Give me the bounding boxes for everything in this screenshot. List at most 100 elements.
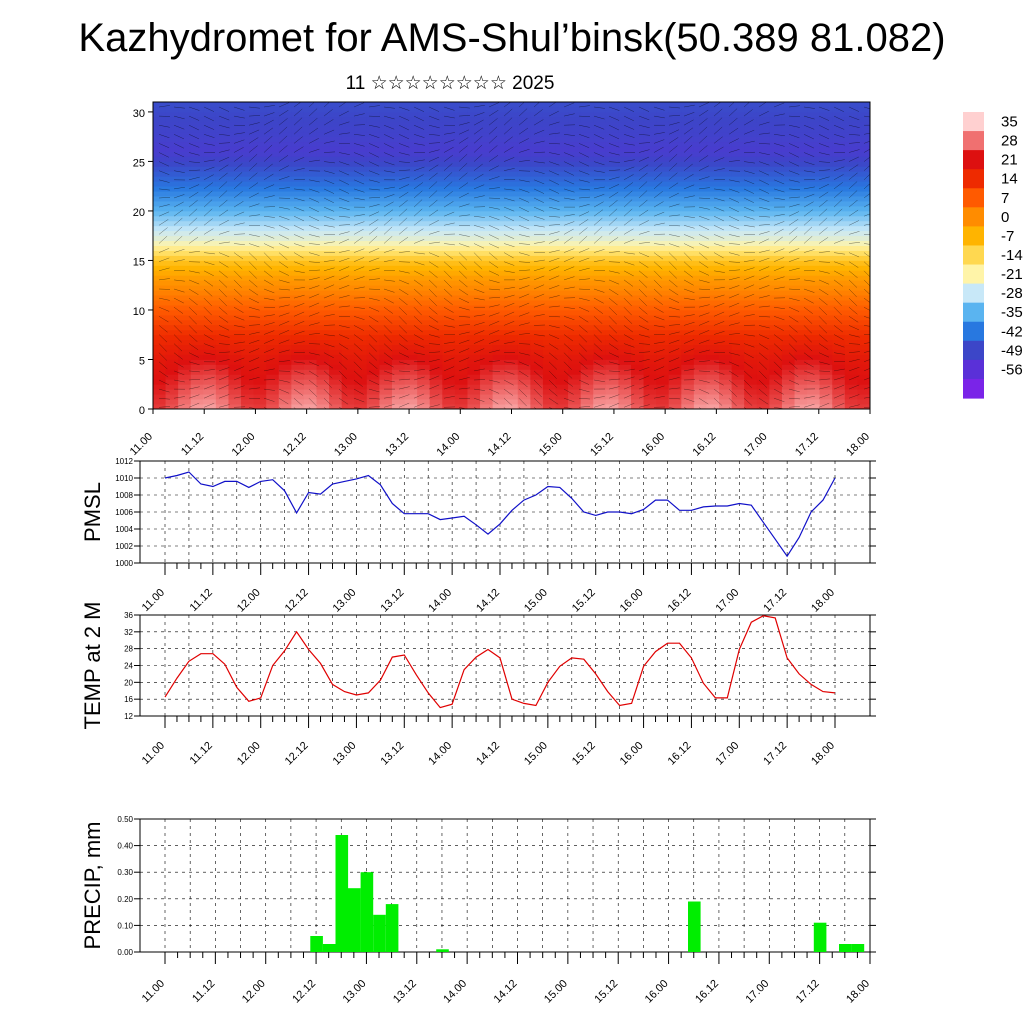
heatmap-cell — [366, 398, 381, 405]
heatmap-cell — [153, 210, 167, 217]
heatmap-cell — [153, 383, 167, 390]
heatmap-cell — [832, 354, 846, 360]
heatmap-cell — [643, 250, 657, 256]
wind-vector — [578, 227, 588, 235]
heatmap-cell — [178, 269, 192, 276]
wind-vector — [668, 387, 680, 390]
heatmap-cell — [480, 146, 494, 152]
heatmap-cell — [794, 121, 808, 128]
heatmap-cell — [756, 378, 770, 385]
wind-vector — [263, 270, 273, 278]
heatmap-cell — [153, 314, 167, 321]
heatmap-cell — [241, 161, 255, 167]
heatmap-cell — [303, 299, 318, 306]
heatmap-cell — [681, 131, 695, 138]
wind-vector — [548, 388, 558, 397]
heatmap-cell — [517, 324, 531, 331]
heatmap-cell — [807, 195, 821, 202]
wind-vector — [458, 348, 470, 353]
heatmap-cell — [392, 359, 406, 365]
heatmap-cell — [857, 170, 870, 177]
heatmap-cell — [354, 299, 368, 306]
wind-vector — [443, 252, 454, 260]
heatmap-cell — [580, 334, 594, 341]
wind-vector — [668, 192, 679, 199]
heatmap-cell — [492, 126, 506, 133]
heatmap-cell — [517, 220, 531, 227]
wind-vector — [638, 375, 650, 381]
wind-vector — [263, 407, 268, 409]
heatmap-cell — [291, 215, 305, 222]
heatmap-cell — [429, 279, 443, 286]
heatmap-cell — [643, 126, 657, 133]
heatmap-cell — [681, 378, 695, 385]
heatmap-cell — [354, 334, 368, 341]
wind-vector — [278, 379, 290, 383]
wind-vector — [323, 388, 332, 398]
heatmap-cell — [203, 403, 217, 409]
heatmap-cell — [165, 383, 179, 390]
wind-vector — [578, 188, 591, 191]
heatmap-cell — [215, 161, 230, 167]
wind-vector — [413, 402, 425, 408]
heatmap-cell — [731, 324, 745, 331]
heatmap-cell — [593, 378, 607, 385]
heatmap-cell — [794, 314, 808, 321]
heatmap-cell — [631, 131, 645, 138]
wind-vector — [473, 270, 483, 278]
wind-vector — [443, 316, 455, 321]
heatmap-cell — [706, 141, 720, 147]
wind-vector — [638, 199, 648, 208]
heatmap-cell — [253, 319, 267, 326]
heatmap-cell — [266, 161, 280, 167]
wind-vector — [623, 325, 633, 333]
heatmap-cell — [505, 141, 519, 147]
wind-vector — [653, 106, 665, 111]
heatmap-cell — [379, 329, 393, 336]
heatmap-cell — [505, 403, 519, 409]
heatmap-cell — [153, 215, 167, 222]
heatmap-cell — [580, 304, 594, 311]
heatmap-cell — [278, 260, 292, 266]
heatmap-cell — [618, 329, 632, 336]
wind-vector — [323, 129, 335, 135]
wind-vector — [503, 388, 514, 396]
heatmap-cell — [480, 245, 494, 251]
wind-vector — [563, 214, 575, 217]
heatmap-cell — [643, 314, 657, 321]
heatmap-cell — [605, 314, 620, 321]
wind-vector — [503, 225, 515, 231]
wind-vector — [578, 134, 590, 139]
heatmap-cell — [631, 225, 645, 232]
heatmap-cell — [253, 304, 267, 311]
heatmap-cell — [618, 294, 632, 301]
heatmap-cell — [794, 141, 808, 147]
heatmap-cell — [807, 403, 821, 409]
heatmap-cell — [241, 195, 255, 202]
heatmap-cell — [492, 368, 506, 375]
heatmap-cell — [253, 121, 267, 128]
heatmap-cell — [178, 329, 192, 336]
heatmap-cell — [857, 250, 870, 256]
heatmap-cell — [341, 205, 355, 212]
wind-vector — [188, 402, 200, 408]
heatmap-cell — [379, 161, 393, 167]
heatmap-cell — [618, 260, 632, 266]
heatmap-cell — [190, 373, 204, 380]
heatmap-cell — [794, 324, 808, 331]
heatmap-cell — [153, 161, 167, 167]
heatmap-cell — [731, 299, 745, 306]
heatmap-cell — [794, 180, 808, 187]
heatmap-cell — [530, 250, 544, 256]
heatmap-cell — [706, 131, 720, 138]
heatmap-cell — [253, 185, 267, 192]
wind-vector — [548, 179, 560, 185]
heatmap-cell — [568, 136, 582, 143]
heatmap-cell — [631, 156, 645, 162]
heatmap-cell — [454, 245, 469, 251]
heatmap-cell — [794, 274, 808, 281]
wind-vector — [308, 352, 320, 356]
heatmap-cell — [379, 195, 393, 202]
wind-vector — [293, 361, 305, 364]
heatmap-cell — [807, 284, 821, 291]
